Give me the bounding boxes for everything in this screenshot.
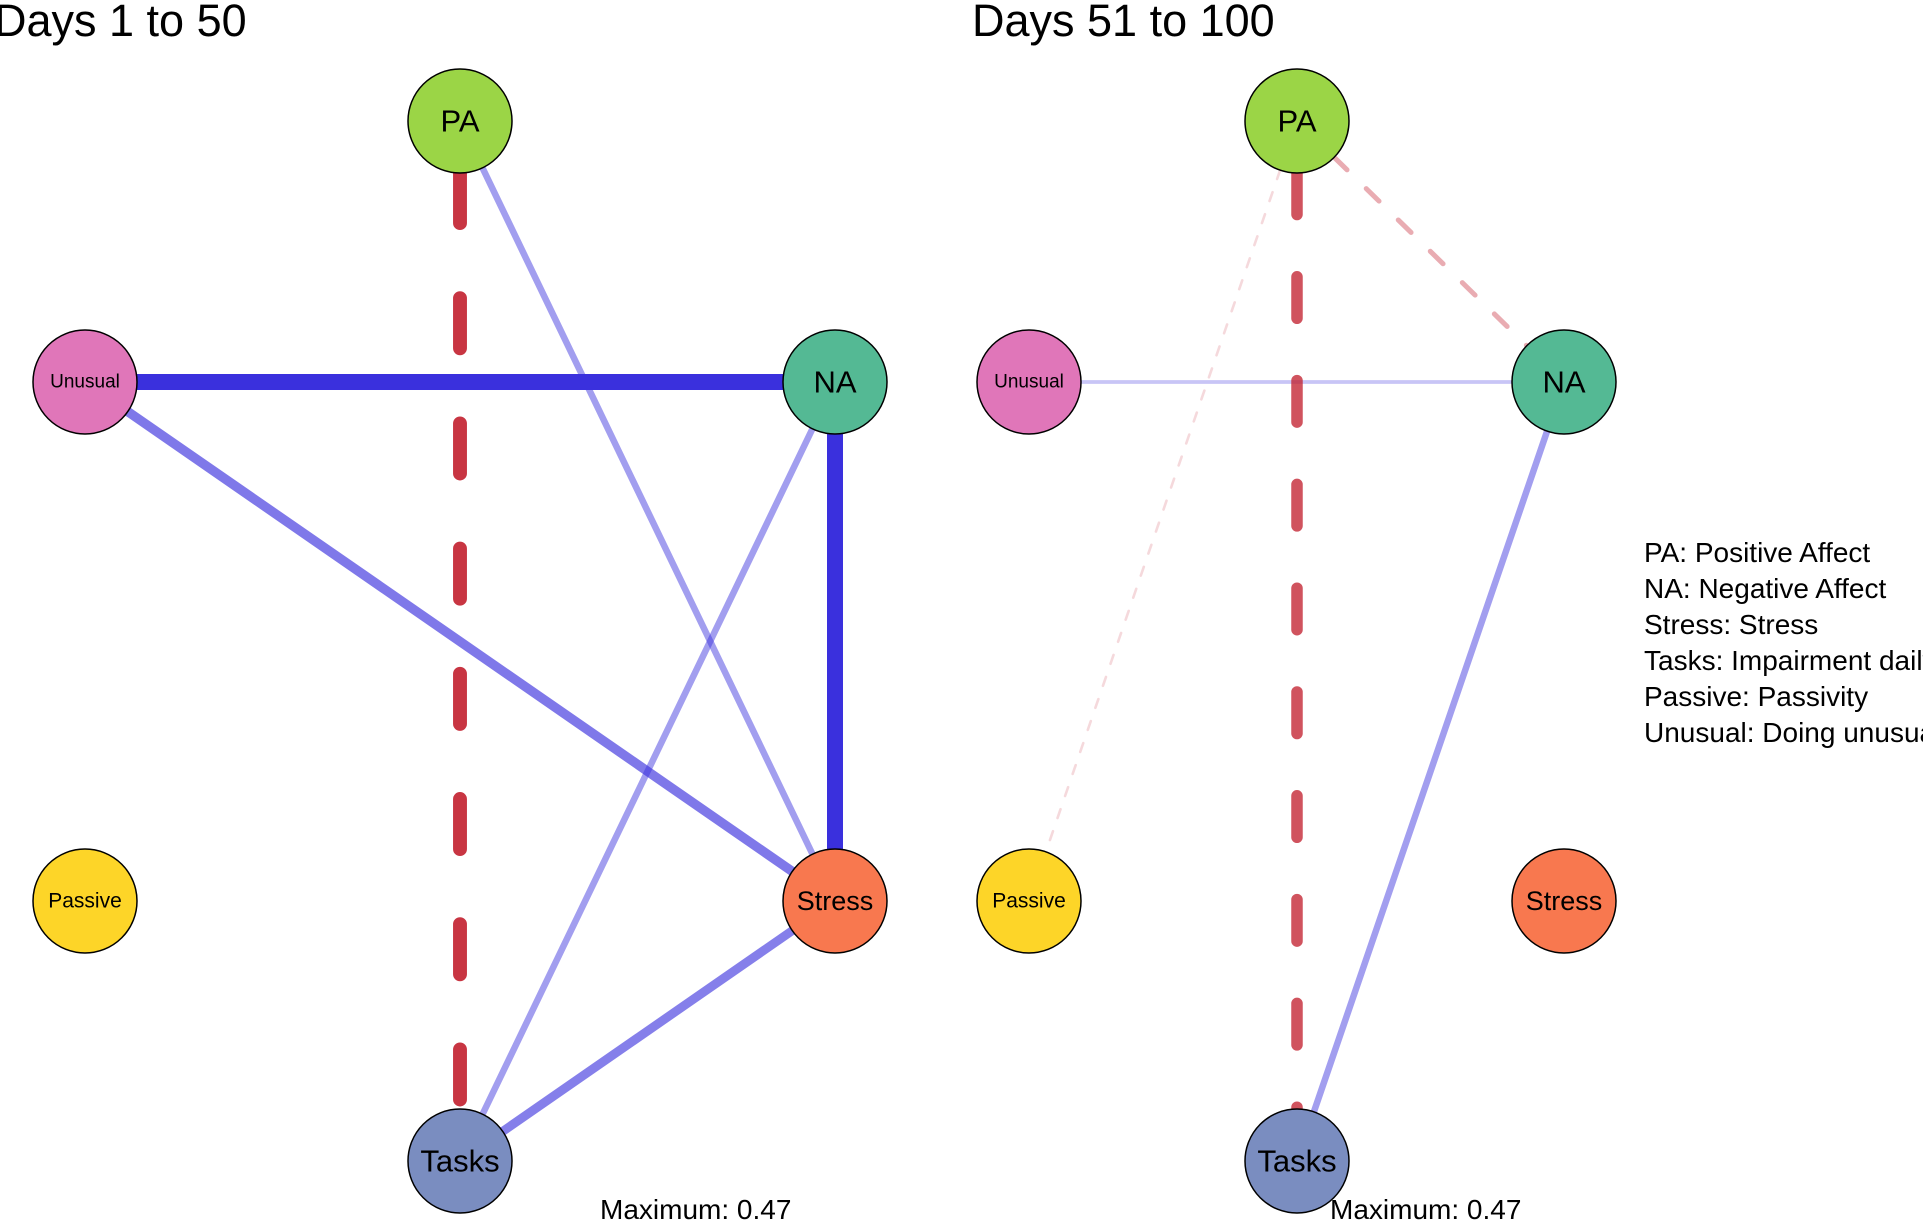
node-circle-stress [782, 848, 888, 954]
node-circle-na [1511, 329, 1617, 435]
node-tasks: Tasks [1244, 1108, 1350, 1214]
node-stress: Stress [782, 848, 888, 954]
legend-item-na: NA: Negative Affect [1644, 573, 1887, 604]
node-label-passive: Passive [48, 890, 122, 913]
node-pa: PA [1244, 68, 1350, 174]
node-label-na: NA [813, 365, 856, 400]
edge-unusual-stress [123, 406, 797, 877]
node-label-pa: PA [440, 104, 479, 139]
legend-item-unusual: Unusual: Doing unusual things [1644, 717, 1923, 748]
legend-item-stress: Stress: Stress [1644, 609, 1818, 640]
node-circle-unusual [32, 329, 138, 435]
node-circle-tasks [1244, 1108, 1350, 1214]
node-tasks: Tasks [407, 1108, 513, 1214]
panel-title-days-1-50: Days 1 to 50 [0, 0, 247, 46]
node-circle-na [782, 329, 888, 435]
node-circle-stress [1511, 848, 1617, 954]
edge-layer-days-51-100 [1044, 154, 1551, 1116]
legend-item-passive: Passive: Passivity [1644, 681, 1868, 712]
node-passive: Passive [32, 848, 138, 954]
node-circle-pa [1244, 68, 1350, 174]
edge-pa-stress [479, 164, 816, 858]
node-unusual: Unusual [976, 329, 1082, 435]
node-circle-passive [32, 848, 138, 954]
node-layer-days-1-50: PA NA Unusual Passive Stress Tasks [32, 68, 888, 1214]
node-label-passive: Passive [992, 890, 1066, 913]
node-label-stress: Stress [797, 886, 874, 916]
panel-days-1-50: Days 1 to 50 PA NA Unusual Passive Stress Tas… [0, 0, 888, 1221]
node-na: NA [782, 329, 888, 435]
maximum-label-days-1-50: Maximum: 0.47 [600, 1194, 791, 1221]
node-circle-tasks [407, 1108, 513, 1214]
edge-pa-passive [1044, 168, 1282, 854]
node-na: NA [1511, 329, 1617, 435]
node-circle-passive [976, 848, 1082, 954]
node-label-unusual: Unusual [994, 372, 1064, 393]
node-layer-days-51-100: PA NA Unusual Passive Stress Tasks [976, 68, 1617, 1214]
edge-pa-na [1331, 154, 1530, 349]
node-stress: Stress [1511, 848, 1617, 954]
node-circle-pa [407, 68, 513, 174]
panel-title-days-51-100: Days 51 to 100 [972, 0, 1275, 46]
maximum-label-days-51-100: Maximum: 0.47 [1330, 1194, 1521, 1221]
legend-item-tasks: Tasks: Impairment daily tasks [1644, 645, 1923, 676]
node-pa: PA [407, 68, 513, 174]
node-label-unusual: Unusual [50, 372, 120, 393]
node-label-stress: Stress [1526, 886, 1603, 916]
node-unusual: Unusual [32, 329, 138, 435]
panel-days-51-100: Days 51 to 100 PA NA Unusual Passive Stress T… [972, 0, 1617, 1221]
edge-tasks-stress [498, 926, 797, 1136]
legend: PA: Positive Affect NA: Negative Affect … [1644, 537, 1923, 748]
node-label-pa: PA [1277, 104, 1316, 139]
node-label-na: NA [1542, 365, 1585, 400]
legend-item-pa: PA: Positive Affect [1644, 537, 1870, 568]
node-circle-unusual [976, 329, 1082, 435]
node-label-tasks: Tasks [420, 1144, 499, 1179]
node-label-tasks: Tasks [1257, 1144, 1336, 1179]
edge-na-tasks [1310, 427, 1551, 1116]
node-passive: Passive [976, 848, 1082, 954]
edge-layer-days-1-50 [123, 164, 843, 1136]
